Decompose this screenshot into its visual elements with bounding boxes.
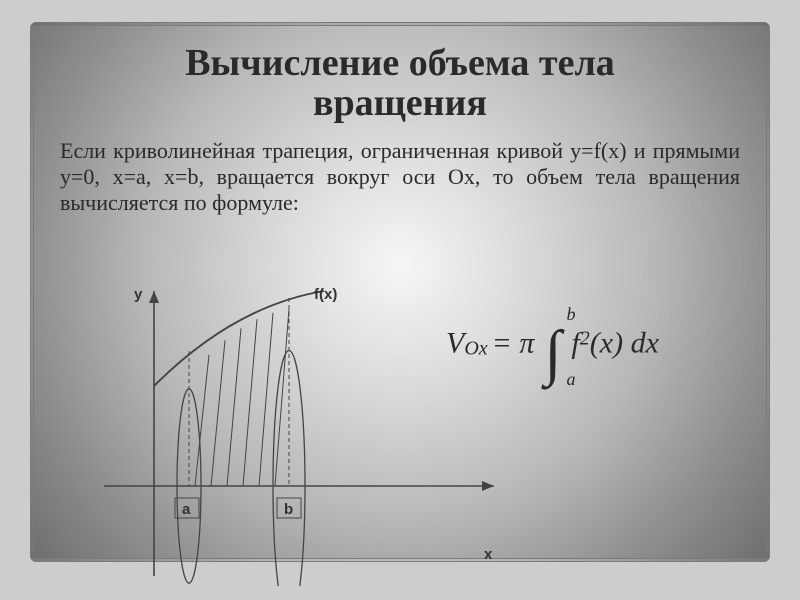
title-line2: вращения xyxy=(313,82,487,124)
integrand-f: f xyxy=(571,327,579,360)
formula: VOx = π b ∫ a f2(x) dx xyxy=(446,326,726,372)
label-y: y xyxy=(134,286,142,303)
formula-pi: π xyxy=(519,327,534,360)
label-x: x xyxy=(484,546,492,563)
integrand-sq: 2 xyxy=(580,328,590,350)
title-line1: Вычисление объема тела xyxy=(185,42,615,84)
content-panel: Вычисление объема тела вращения Если кри… xyxy=(30,22,770,562)
label-a: a xyxy=(182,501,190,518)
formula-sub-ox: Ox xyxy=(464,338,487,360)
int-lower: a xyxy=(566,369,575,390)
int-symbol: ∫ xyxy=(544,319,561,387)
formula-V: V xyxy=(446,327,464,360)
integrand-arg: (x) xyxy=(590,327,631,360)
page-title: Вычисление объема тела вращения xyxy=(60,44,740,124)
label-fx: f(x) xyxy=(314,286,337,303)
int-upper: b xyxy=(566,304,575,325)
label-b: b xyxy=(284,501,293,518)
integral-icon: b ∫ a xyxy=(544,326,561,372)
page-background: Вычисление объема тела вращения Если кри… xyxy=(0,0,800,600)
body-text: Если криволинейная трапеция, ограниченна… xyxy=(60,138,740,216)
formula-eq: = xyxy=(492,327,520,360)
integrand-dx: dx xyxy=(631,327,659,360)
